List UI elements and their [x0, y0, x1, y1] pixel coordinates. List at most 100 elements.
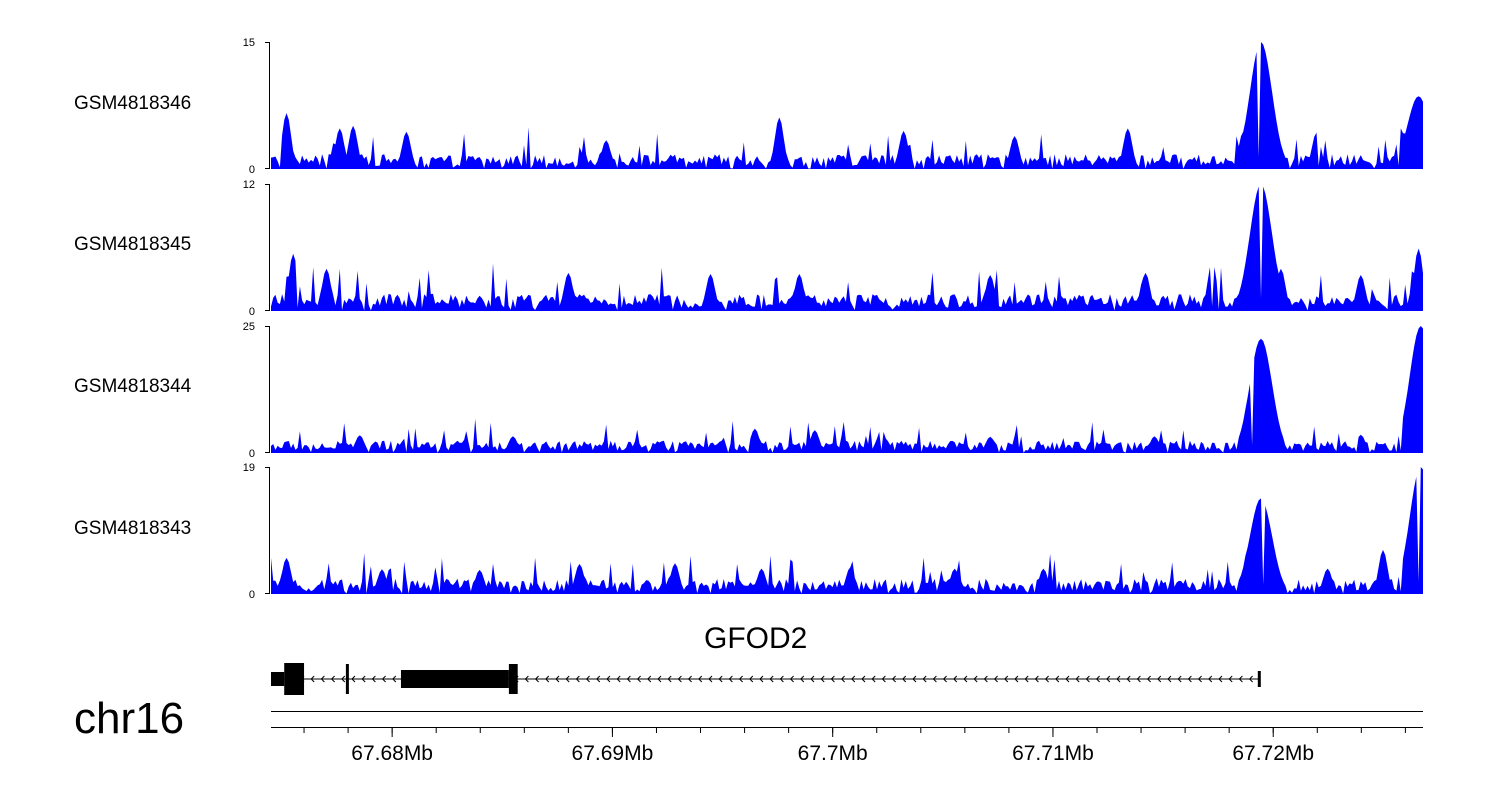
strand-arrow	[1055, 675, 1060, 683]
strand-arrow	[718, 675, 723, 683]
strand-arrow	[993, 675, 998, 683]
strand-arrow	[1238, 675, 1243, 683]
strand-arrow	[1004, 675, 1009, 683]
strand-arrow	[1014, 675, 1019, 683]
track-label-1: GSM4818346	[74, 93, 192, 114]
strand-arrow	[830, 675, 835, 683]
gene-exon-1	[284, 663, 305, 695]
x-tick-label: 67.68Mb	[351, 742, 433, 765]
gene-exon-4	[508, 664, 518, 694]
strand-arrow	[728, 675, 733, 683]
gene-exon-2	[345, 664, 349, 694]
strand-arrow	[677, 675, 682, 683]
strand-arrow	[1167, 675, 1172, 683]
strand-arrow	[351, 675, 356, 683]
strand-arrow	[657, 675, 662, 683]
y-tick-label-max-3: 25	[243, 321, 255, 333]
strand-arrow	[1065, 675, 1070, 683]
strand-arrow	[800, 675, 805, 683]
y-tick-label-min-4: 0	[249, 589, 255, 601]
y-tick-label-max-2: 12	[243, 179, 255, 191]
x-tick-label: 67.72Mb	[1232, 742, 1314, 765]
strand-arrow	[320, 675, 325, 683]
strand-arrow	[1157, 675, 1162, 683]
track-label-3: GSM4818344	[74, 376, 192, 397]
strand-arrow	[545, 675, 550, 683]
strand-arrow	[310, 675, 315, 683]
coverage-area-1	[271, 42, 1423, 169]
coverage-area-2	[271, 186, 1423, 311]
strand-arrow	[555, 675, 560, 683]
strand-arrow	[1248, 675, 1253, 683]
strand-arrow	[708, 675, 713, 683]
strand-arrow	[942, 675, 947, 683]
gene-exon-3	[400, 670, 509, 688]
strand-arrow	[616, 675, 621, 683]
strand-arrow	[392, 675, 397, 683]
strand-arrow	[851, 675, 856, 683]
strand-arrow	[973, 675, 978, 683]
strand-arrow	[596, 675, 601, 683]
y-tick-label-min-3: 0	[249, 448, 255, 460]
gene-exon-5	[1257, 671, 1261, 687]
strand-arrow	[820, 675, 825, 683]
strand-arrow	[647, 675, 652, 683]
coverage-area-4	[271, 467, 1423, 594]
strand-arrow	[667, 675, 672, 683]
strand-arrow	[1126, 675, 1131, 683]
strand-arrow	[371, 675, 376, 683]
strand-arrow	[687, 675, 692, 683]
strand-arrow	[902, 675, 907, 683]
strand-arrow	[1177, 675, 1182, 683]
strand-arrow	[871, 675, 876, 683]
track-label-4: GSM4818343	[74, 518, 192, 539]
strand-arrow	[636, 675, 641, 683]
strand-arrow	[1208, 675, 1213, 683]
strand-arrow	[1116, 675, 1121, 683]
strand-arrow	[789, 675, 794, 683]
strand-arrow	[738, 675, 743, 683]
strand-arrow	[1146, 675, 1151, 683]
strand-arrow	[963, 675, 968, 683]
strand-arrow	[779, 675, 784, 683]
y-tick-label-min-2: 0	[249, 306, 255, 318]
strand-arrow	[524, 675, 529, 683]
chromosome-label: chr16	[74, 694, 185, 743]
strand-arrow	[983, 675, 988, 683]
strand-arrow	[1044, 675, 1049, 683]
strand-arrow	[606, 675, 611, 683]
strand-arrow	[341, 675, 346, 683]
track-label-2: GSM4818345	[74, 234, 192, 255]
strand-arrow	[1095, 675, 1100, 683]
strand-arrow	[840, 675, 845, 683]
strand-arrow	[953, 675, 958, 683]
strand-arrow	[759, 675, 764, 683]
strand-arrow	[810, 675, 815, 683]
strand-arrow	[330, 675, 335, 683]
strand-arrow	[1228, 675, 1233, 683]
strand-arrow	[1218, 675, 1223, 683]
strand-arrow	[881, 675, 886, 683]
strand-arrow	[1197, 675, 1202, 683]
x-tick-label: 67.71Mb	[1012, 742, 1094, 765]
strand-arrow	[861, 675, 866, 683]
x-tick-label: 67.69Mb	[572, 742, 654, 765]
strand-arrow	[1075, 675, 1080, 683]
strand-arrow	[1024, 675, 1029, 683]
y-tick-label-max-1: 15	[243, 37, 255, 49]
strand-arrow	[1136, 675, 1141, 683]
x-tick-label: 67.7Mb	[798, 742, 868, 765]
strand-arrow	[565, 675, 570, 683]
strand-arrow	[534, 675, 539, 683]
strand-arrow	[361, 675, 366, 683]
strand-arrow	[912, 675, 917, 683]
strand-arrow	[922, 675, 927, 683]
y-tick-label-max-4: 19	[243, 462, 255, 474]
strand-arrow	[749, 675, 754, 683]
strand-arrow	[1034, 675, 1039, 683]
gene-name: GFOD2	[704, 622, 808, 655]
strand-arrow	[626, 675, 631, 683]
strand-arrow	[698, 675, 703, 683]
